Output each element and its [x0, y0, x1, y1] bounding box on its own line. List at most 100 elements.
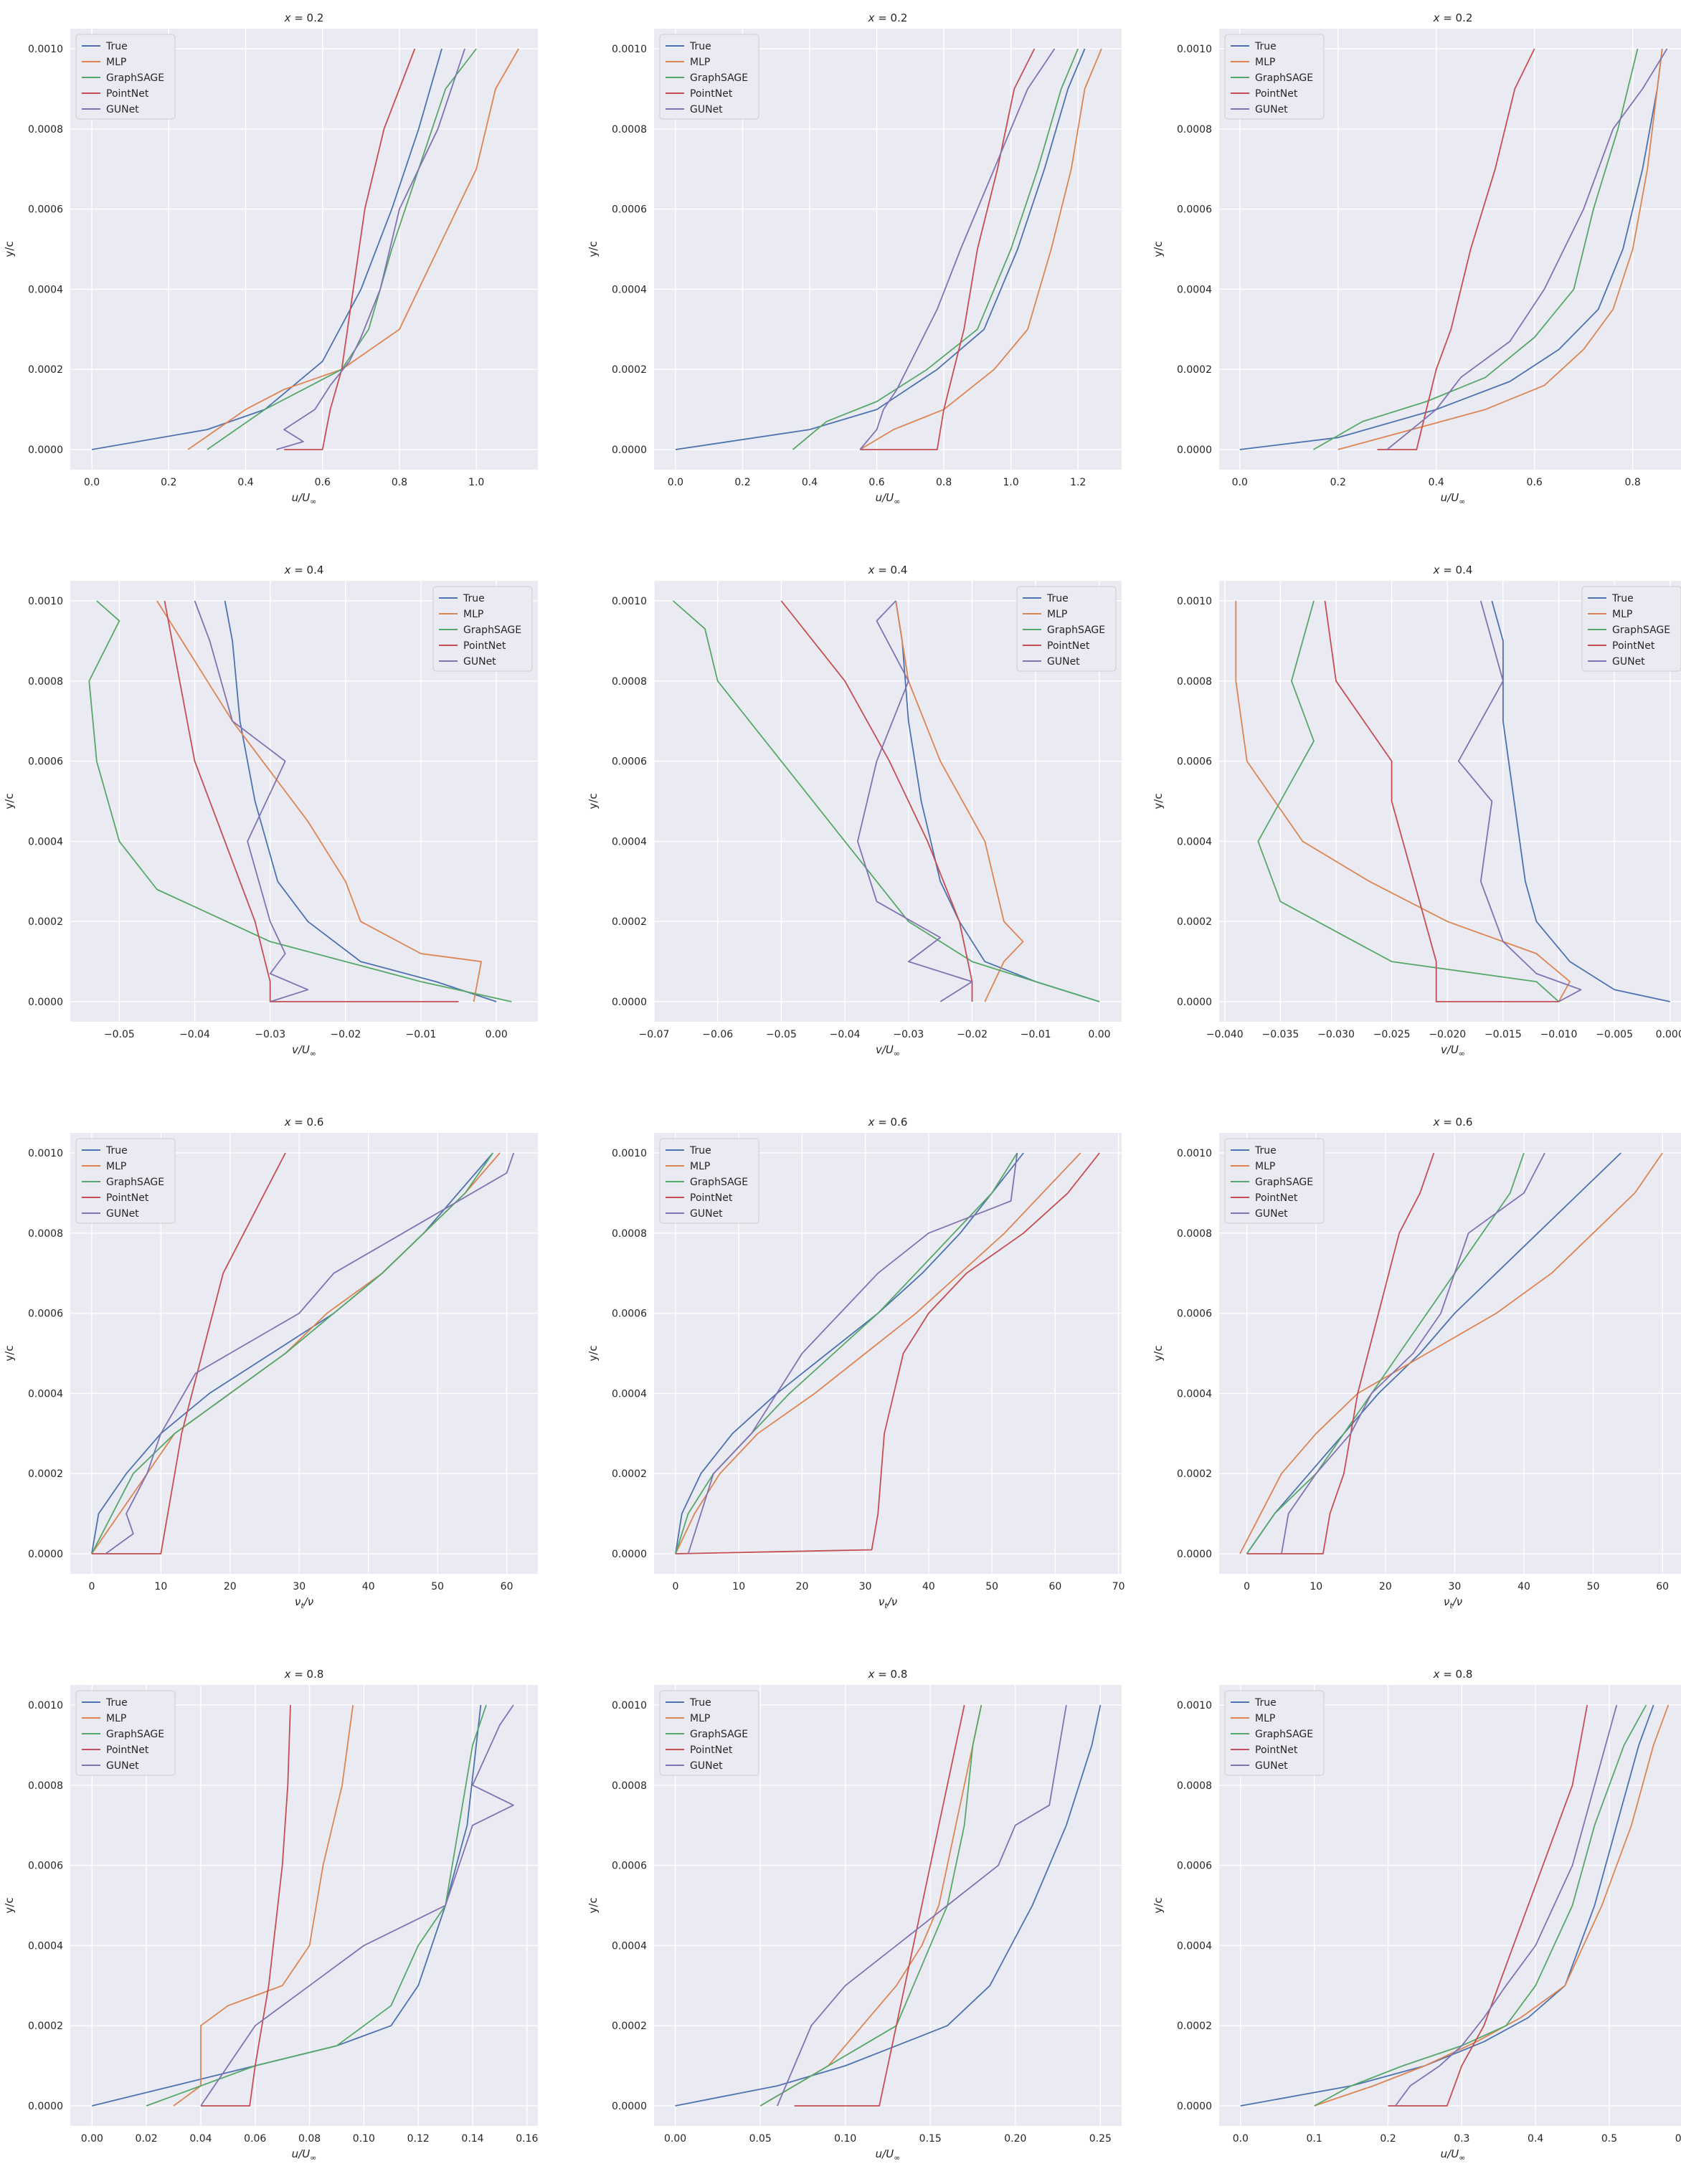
subplot-1-2: 0.0 0.2 0.4 0.6 0.8 1.0 1.2 0.0000 0.0002 0.0004 0…	[587, 11, 1122, 506]
legend-entry: True	[463, 593, 485, 604]
series-line-true	[675, 48, 1086, 450]
x-tick-label: 0.2	[734, 477, 750, 488]
x-tick-label: 40	[922, 1581, 935, 1592]
series-line-mlp	[859, 48, 1102, 450]
x-tick-label: 0.02	[136, 2133, 158, 2145]
x-axis-label: u/U∞	[292, 2147, 317, 2162]
x-tick-label: −0.03	[255, 1029, 285, 1040]
series-line-gunet	[194, 600, 309, 1002]
legend: True MLP GraphSAGE PointNet GUNet	[1224, 1138, 1325, 1224]
x-tick-label: −0.01	[406, 1029, 437, 1040]
y-tick-label: 0.0000	[612, 1549, 647, 1560]
y-tick-label: 0.0000	[28, 445, 63, 456]
x-tick-label: 20	[224, 1581, 237, 1592]
legend-entry: GUNet	[690, 1760, 723, 1772]
series-line-graphsage	[1246, 1152, 1525, 1554]
y-axis-label: y/c	[1152, 1897, 1165, 1913]
x-tick-label: 0.15	[919, 2133, 942, 2145]
series-line-pointnet	[284, 48, 416, 450]
subplot-title: x = 0.6	[868, 1116, 908, 1129]
legend-entry: True	[689, 1145, 711, 1157]
legend: True MLP GraphSAGE PointNet GUNet	[1224, 1690, 1325, 1776]
subplot-3-2: 0 10 20 30 40 50 60 70 0.0000 0.0002 0.0004 0.0006 0…	[587, 1116, 1125, 1610]
series-line-gunet	[1386, 48, 1668, 450]
series-line-graphsage	[1314, 1704, 1647, 2107]
legend: True MLP GraphSAGE PointNet GUNet	[1224, 34, 1325, 120]
subplot-4-1: 0.00 0.02 0.04 0.06 0.08 0.10 0.12 0.14 0.16 0.00…	[3, 1668, 539, 2162]
legend-entry: PointNet	[106, 88, 149, 100]
x-tick-label: 60	[1048, 1581, 1061, 1592]
subplot-title: x = 0.6	[284, 1116, 324, 1129]
y-tick-label: 0.0000	[612, 997, 647, 1008]
x-tick-label: 10	[732, 1581, 745, 1592]
series-line-true	[1240, 1704, 1654, 2107]
y-axis-label: y/c	[587, 241, 600, 257]
series-line-mlp	[895, 600, 1024, 1002]
y-tick-label: 0.0002	[1177, 916, 1212, 928]
legend-entry: GraphSAGE	[1255, 1729, 1313, 1740]
legend-box	[659, 1690, 759, 1776]
subplot-title: x = 0.4	[284, 564, 324, 576]
subplot-title: x = 0.6	[1433, 1116, 1473, 1129]
x-axis-label: νt/ν	[1444, 1595, 1462, 1610]
x-tick-label: 0.4	[802, 477, 818, 488]
series-line-pointnet	[201, 1704, 291, 2107]
subplot-2-2: −0.07 −0.06 −0.05 −0.04 −0.03 −0.02 −0.01 0.000…	[587, 564, 1122, 1058]
x-tick-label: 0.4	[1528, 2133, 1543, 2145]
x-tick-label: 30	[293, 1581, 306, 1592]
x-tick-label: 0.04	[189, 2133, 212, 2145]
x-tick-label: −0.02	[957, 1029, 988, 1040]
legend-entry: GraphSAGE	[690, 72, 748, 84]
subplot-title: x = 0.8	[284, 1668, 324, 1681]
y-tick-label: 0.0004	[1177, 1940, 1212, 1952]
y-tick-label: 0.0010	[612, 1148, 647, 1159]
x-tick-label: 0	[1244, 1581, 1250, 1592]
y-tick-label: 0.0008	[1177, 1228, 1212, 1240]
x-tick-label: 0	[88, 1581, 95, 1592]
series-line-graphsage	[88, 600, 512, 1002]
x-tick-label: 0.0	[668, 477, 683, 488]
subplot-title: x = 0.2	[868, 11, 908, 24]
y-axis-label: y/c	[1152, 793, 1165, 809]
legend-entry: GraphSAGE	[463, 625, 521, 636]
x-tick-label: 0.8	[1625, 477, 1641, 488]
subplot-title: x = 0.8	[868, 1668, 908, 1681]
x-tick-label: 60	[1656, 1581, 1669, 1592]
series-line-gunet	[1457, 600, 1582, 1002]
series-line-true	[91, 48, 442, 450]
x-tick-label: 0.6	[315, 477, 331, 488]
x-tick-label: −0.06	[702, 1029, 733, 1040]
legend-entry: GraphSAGE	[1255, 1177, 1313, 1188]
y-tick-label: 0.0002	[1177, 2021, 1212, 2032]
x-tick-label: 30	[859, 1581, 872, 1592]
x-tick-label: 0.14	[461, 2133, 483, 2145]
legend-entry: GUNet	[690, 104, 723, 115]
legend: True MLP GraphSAGE PointNet GUNet	[659, 34, 759, 120]
series-line-pointnet	[164, 600, 459, 1002]
y-tick-label: 0.0004	[28, 1388, 63, 1400]
y-tick-label: 0.0002	[28, 364, 63, 376]
subplot-2-1: −0.05 −0.04 −0.03 −0.02 −0.01 0.00 0.0000 0.000…	[3, 564, 538, 1058]
y-tick-label: 0.0000	[1177, 997, 1212, 1008]
series-line-gunet	[1395, 1704, 1618, 2107]
y-tick-label: 0.0010	[28, 1148, 63, 1159]
y-tick-label: 0.0000	[28, 2101, 63, 2112]
y-tick-label: 0.0008	[28, 1780, 63, 1792]
legend: True MLP GraphSAGE PointNet GUNet	[75, 1690, 176, 1776]
y-tick-label: 0.0010	[612, 596, 647, 607]
series-line-graphsage	[759, 1704, 982, 2107]
series-line-gunet	[200, 1704, 514, 2107]
x-tick-label: 0.25	[1089, 2133, 1112, 2145]
y-tick-label: 0.0006	[1177, 756, 1212, 768]
legend-entry: GraphSAGE	[690, 1177, 748, 1188]
legend-entry: PointNet	[690, 88, 733, 100]
legend-entry: GUNet	[106, 104, 139, 115]
y-axis-label: y/c	[587, 1345, 600, 1361]
y-tick-label: 0.0006	[28, 1309, 63, 1320]
subplot-3-1: 0 10 20 30 40 50 60 0.0000 0.0002 0.0004 0.0006 0.0…	[3, 1116, 538, 1610]
subplot-4-3: 0.0 0.1 0.2 0.3 0.4 0.5 0.6 0.0000 0.0002 0.0004 0…	[1152, 1668, 1681, 2162]
legend-entry: MLP	[1255, 57, 1275, 68]
x-tick-label: 0.000	[1656, 1029, 1681, 1040]
legend-entry: MLP	[106, 1161, 126, 1172]
legend-entry: PointNet	[1255, 1192, 1298, 1204]
